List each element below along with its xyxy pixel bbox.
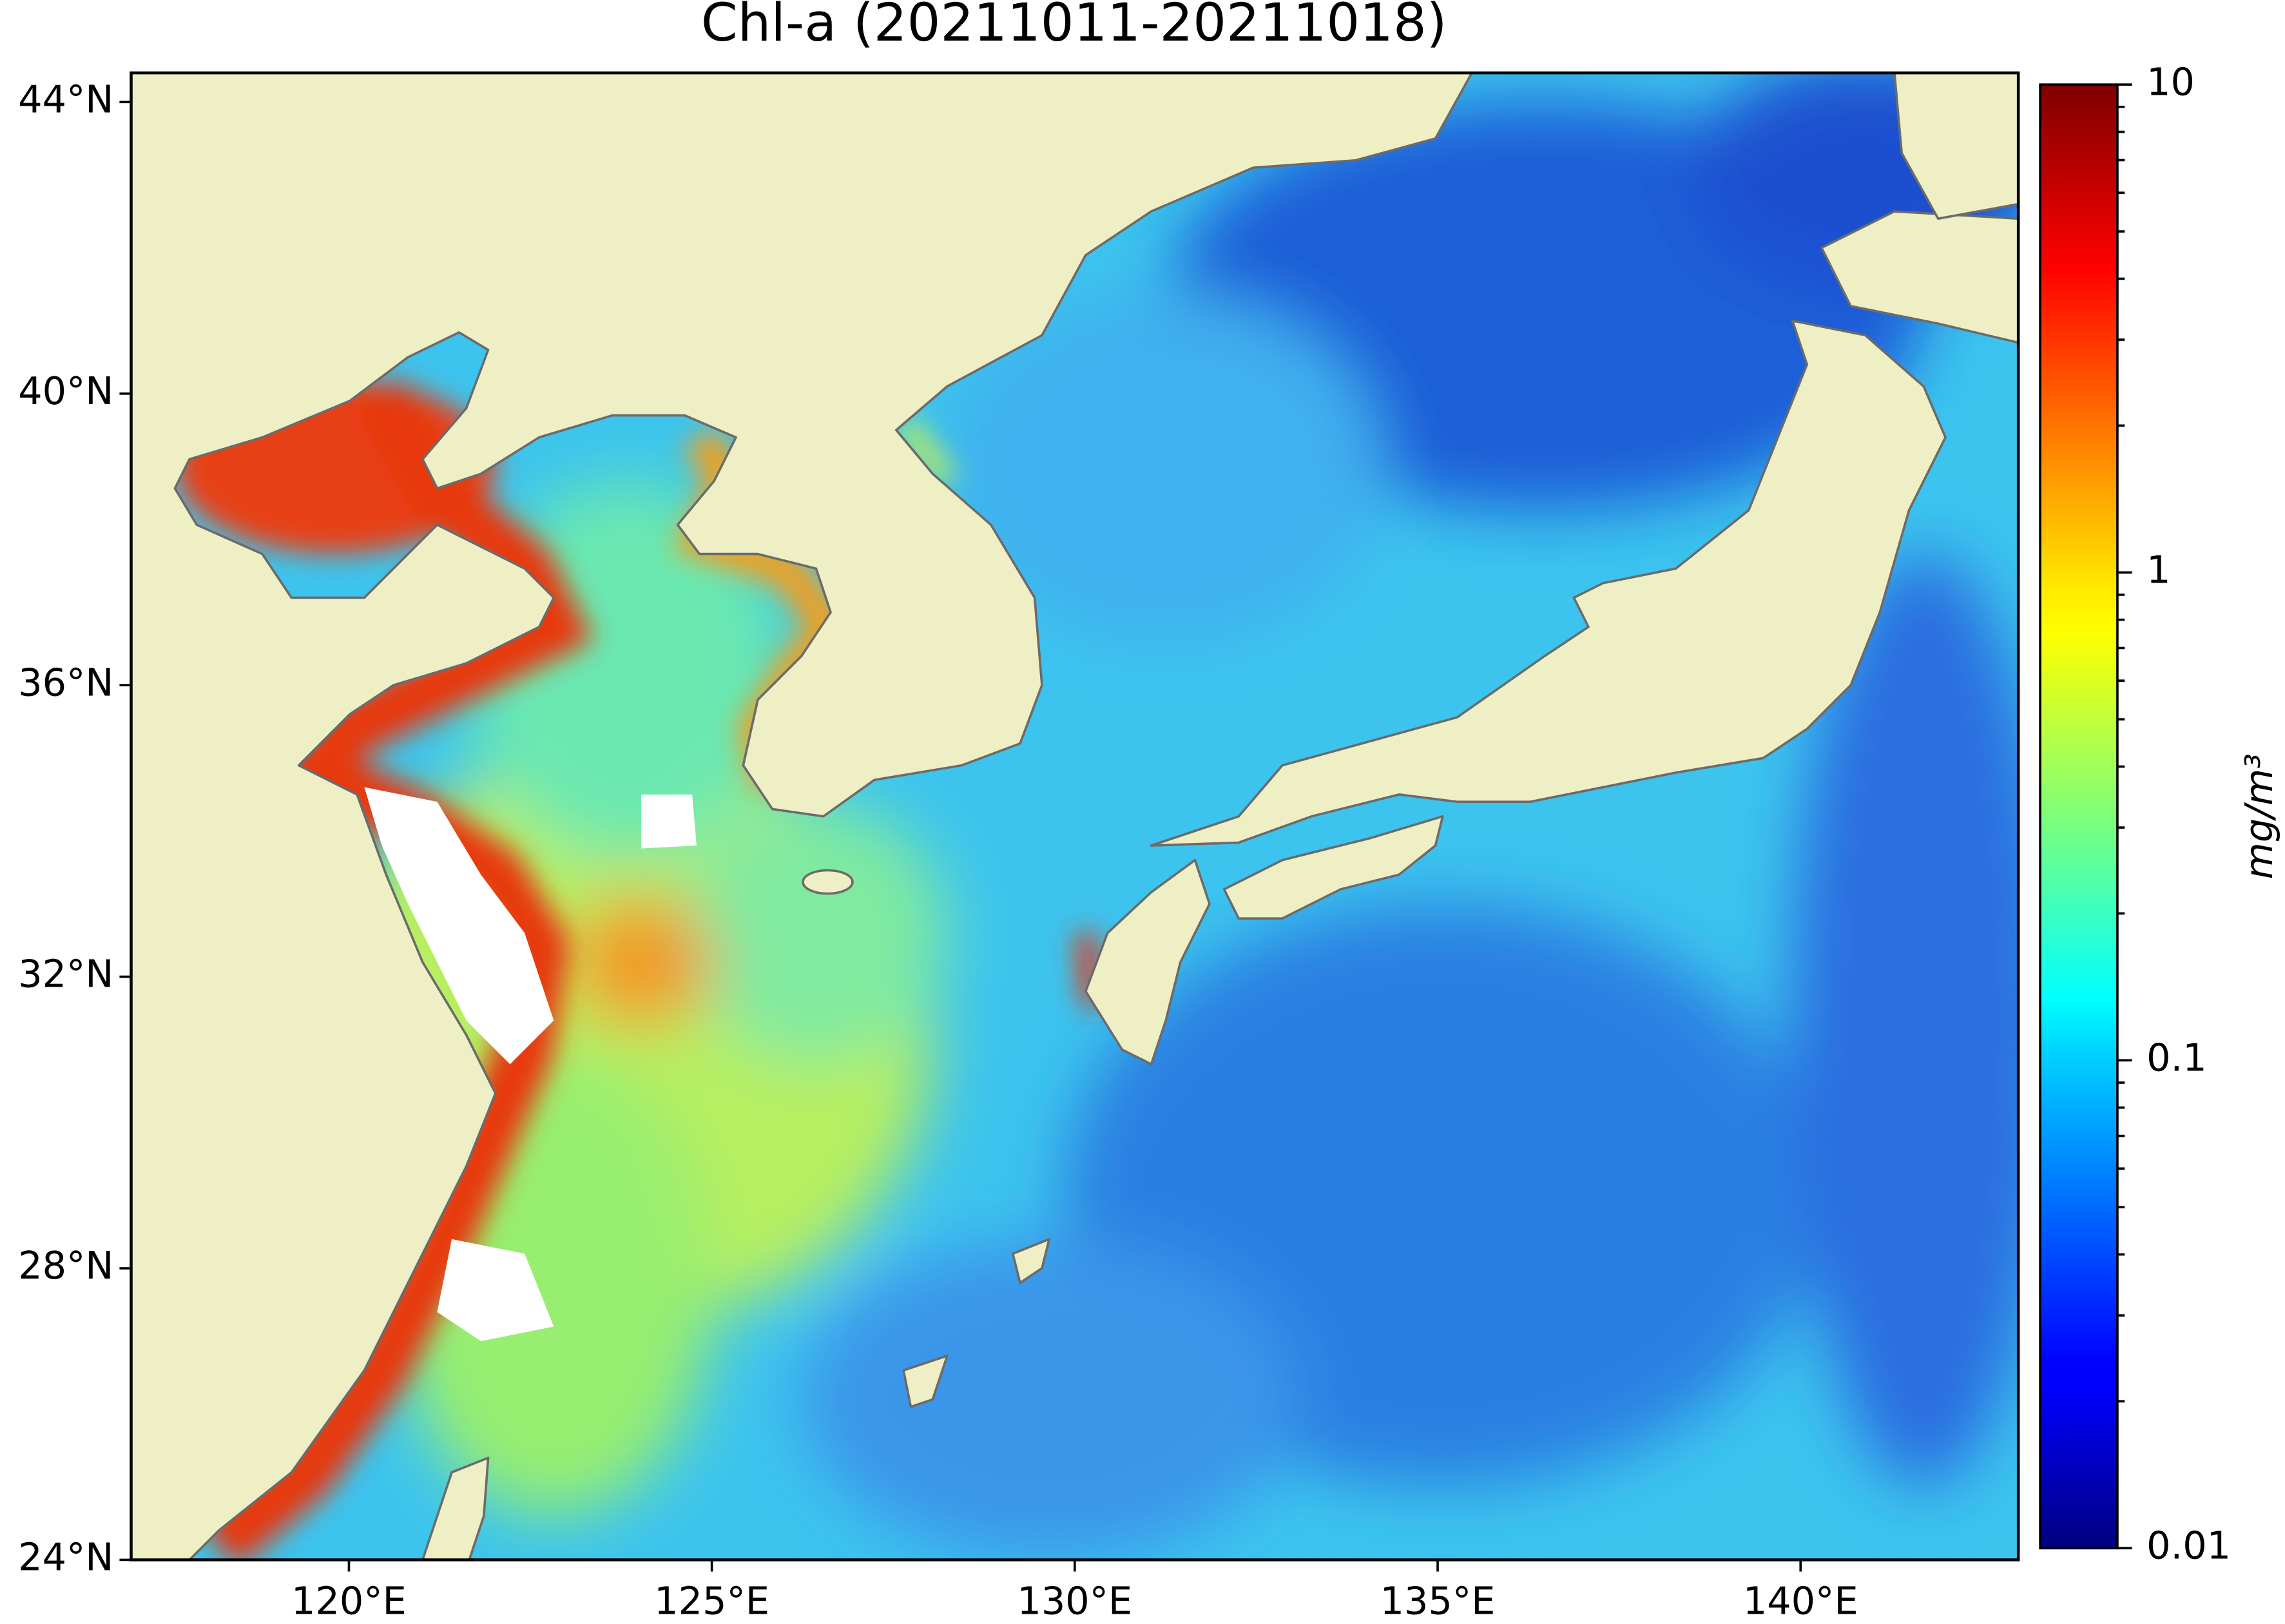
- y-tick-label: 28°N: [18, 1243, 113, 1288]
- y-tick-label: 40°N: [18, 369, 113, 413]
- y-tick-label: 24°N: [18, 1535, 113, 1580]
- colorbar-label: mg/m³: [2237, 753, 2281, 879]
- x-tick-label: 135°E: [1380, 1578, 1496, 1623]
- x-tick-label: 140°E: [1743, 1578, 1858, 1623]
- colorbar-tick-label: 1: [2146, 547, 2170, 592]
- x-tick-label: 120°E: [291, 1578, 407, 1623]
- map-area: [131, 73, 2019, 1560]
- land: [131, 73, 2019, 1560]
- y-tick-label: 44°N: [18, 77, 113, 121]
- masked-areas: [364, 787, 697, 1342]
- colorbar: [2039, 83, 2119, 1550]
- x-tick-label: 125°E: [654, 1578, 769, 1623]
- colorbar-tick-label: 0.01: [2146, 1523, 2231, 1567]
- y-tick-label: 32°N: [18, 952, 113, 996]
- y-tick-label: 36°N: [18, 660, 113, 704]
- colorbar-tick-label: 0.1: [2146, 1035, 2207, 1079]
- colorbar-tick-label: 10: [2146, 59, 2195, 104]
- map-title: Chl-a (20211011-20211018): [701, 0, 1447, 53]
- x-tick-label: 130°E: [1017, 1578, 1132, 1623]
